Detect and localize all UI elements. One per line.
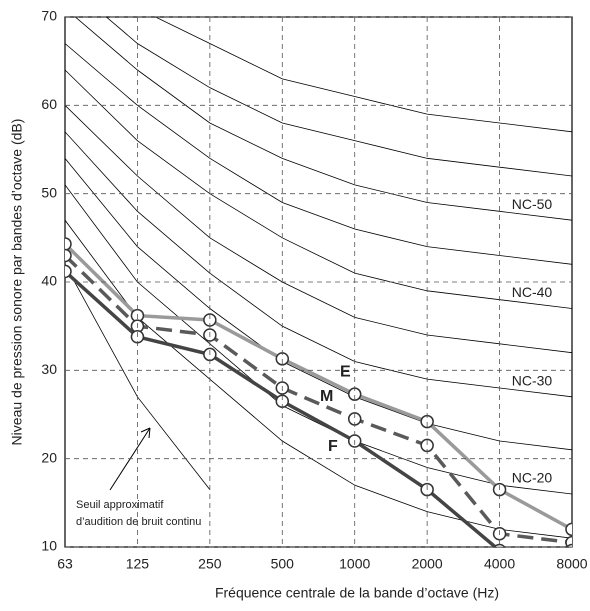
x-tick-label: 500 (271, 556, 295, 572)
series-line (65, 242, 572, 531)
series-line (65, 254, 572, 545)
y-tick-label: 60 (41, 96, 57, 112)
arrow-head (140, 427, 151, 439)
point (65, 264, 72, 279)
x-tick-label: 4000 (484, 556, 515, 572)
x-tick-label: 2000 (412, 556, 443, 572)
nc-curve (65, 219, 572, 539)
nc-label: NC-50 (512, 196, 553, 212)
series-label: E (340, 363, 351, 380)
y-tick-label: 50 (41, 184, 57, 200)
x-tick-label: 8000 (556, 556, 587, 572)
nc-curve (65, 158, 572, 451)
nc-curve (154, 17, 572, 133)
point (565, 522, 572, 537)
nc-label: NC-40 (512, 284, 553, 300)
x-tick-label: 1000 (339, 556, 370, 572)
nc-curve (65, 43, 572, 265)
point (493, 543, 506, 547)
nc-curve (65, 131, 572, 398)
nc-curve (74, 17, 572, 221)
y-tick-label: 40 (41, 273, 57, 289)
y-tick-label: 30 (41, 361, 57, 377)
nc-label: NC-30 (512, 373, 553, 389)
y-axis-label: Niveau de pression sonore par bandes d’o… (9, 119, 25, 446)
x-tick-label: 250 (198, 556, 222, 572)
nc-curve (105, 17, 572, 177)
y-tick-label: 70 (41, 8, 57, 24)
point (65, 237, 72, 251)
series-label: F (328, 438, 338, 455)
x-tick-label: 63 (57, 556, 73, 572)
point (566, 543, 572, 547)
x-tick-label: 125 (126, 556, 150, 572)
x-axis-label: Fréquence centrale de la bande d’octave … (215, 585, 499, 601)
nc-curve (65, 105, 572, 354)
nc-curve (65, 184, 572, 495)
series-label: M (320, 388, 333, 405)
series-line (65, 270, 499, 547)
threshold-annotation: Seuil approximatif (76, 499, 164, 511)
threshold-annotation: d’audition de bruit continu (76, 516, 201, 528)
y-tick-label: 10 (41, 538, 57, 554)
nc-curve (65, 69, 572, 309)
point (65, 248, 72, 263)
nc-label: NC-20 (512, 470, 553, 486)
y-tick-label: 20 (41, 449, 57, 465)
